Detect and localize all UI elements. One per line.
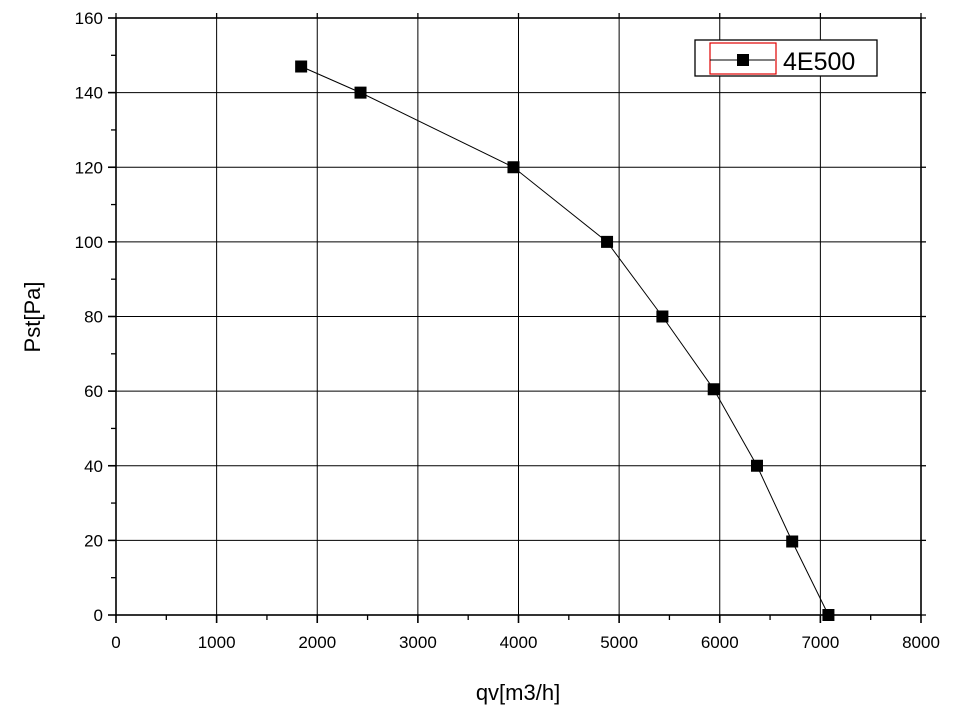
x-tick-label: 3000 [399, 633, 437, 652]
data-point [656, 310, 669, 323]
x-tick-label: 0 [111, 633, 120, 652]
data-point [295, 60, 308, 73]
data-point [707, 383, 720, 396]
y-tick-label: 100 [75, 233, 103, 252]
y-tick-label: 160 [75, 9, 103, 28]
y-tick-label: 140 [75, 84, 103, 103]
data-point [601, 235, 614, 248]
legend-box [694, 39, 878, 77]
series-line [300, 66, 829, 616]
data-point [822, 609, 835, 621]
y-tick-label: 40 [84, 457, 103, 476]
x-axis-label: qv[m3/h] [476, 680, 560, 705]
x-tick-label: 4000 [500, 633, 538, 652]
plot-frame [115, 17, 922, 616]
x-tick-label: 5000 [600, 633, 638, 652]
x-tick-label: 6000 [701, 633, 739, 652]
y-axis-label: Pst[Pa] [20, 282, 45, 353]
y-tick-label: 120 [75, 158, 103, 177]
grid [116, 18, 921, 615]
data-point [507, 161, 520, 174]
y-tick-label: 20 [84, 531, 103, 550]
data-point [786, 535, 799, 548]
series [295, 60, 835, 621]
legend-marker [737, 54, 749, 66]
data-point [750, 459, 763, 472]
x-tick-label: 2000 [298, 633, 336, 652]
legend-sample-highlight [709, 42, 777, 75]
y-tick-label: 80 [84, 308, 103, 327]
legend: 4E500 [694, 39, 878, 77]
y-tick-label: 0 [94, 606, 103, 625]
x-tick-label: 8000 [902, 633, 940, 652]
y-tick-label: 60 [84, 382, 103, 401]
x-tick-label: 1000 [198, 633, 236, 652]
legend-label: 4E500 [783, 48, 855, 76]
axes: 0 1000 2000 3000 4000 5000 6000 7000 8000 0 20 40 60… [75, 9, 940, 652]
x-tick-label: 7000 [801, 633, 839, 652]
data-point [354, 86, 367, 99]
